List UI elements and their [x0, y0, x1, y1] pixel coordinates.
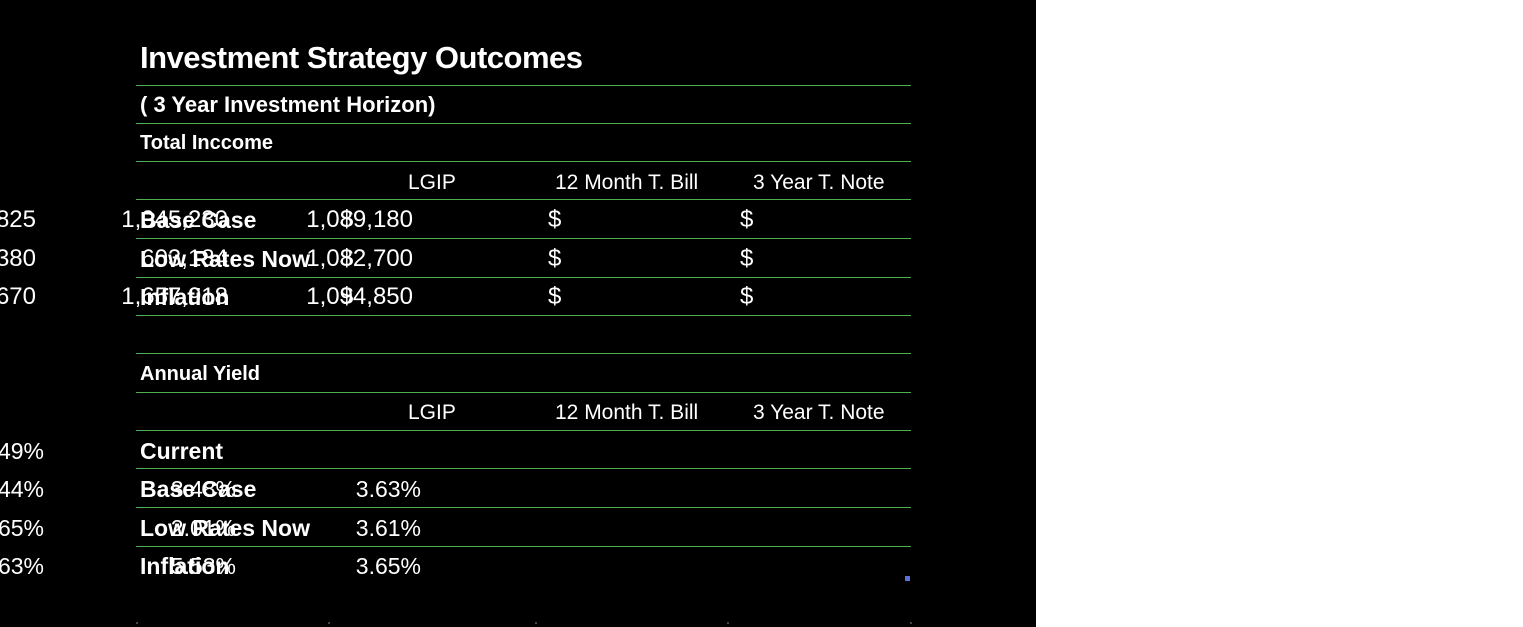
gridline-tick	[910, 622, 912, 624]
income-cell: 1,082,700	[306, 245, 413, 272]
currency-symbol: $	[740, 206, 754, 233]
yield-row-label: Base Case	[140, 476, 257, 502]
yield-row-label: Current	[140, 438, 224, 464]
income-cell: 494,380	[0, 245, 36, 272]
spreadsheet-area: Investment Strategy Outcomes ( 3 Year In…	[0, 0, 1036, 627]
income-row-label: Low Rates Now	[140, 246, 310, 272]
yield-cell: 5.63%	[0, 553, 44, 579]
income-cell: 1,657,918	[121, 283, 228, 310]
divider	[136, 392, 911, 393]
divider	[136, 199, 911, 200]
divider	[136, 315, 911, 316]
income-cell: 1,089,180	[306, 206, 413, 233]
yield-cell: 1.65%	[0, 515, 44, 541]
income-cell: 1,045,230	[121, 206, 228, 233]
yield-row-label: Inflation	[140, 553, 230, 579]
divider	[136, 507, 911, 508]
income-cell: 603,184	[141, 245, 228, 272]
divider	[136, 468, 911, 469]
income-row-label: Base Case	[140, 207, 257, 233]
yield-row-label: Low Rates Now	[140, 515, 310, 541]
yield-cell: 3.48%	[170, 476, 236, 502]
divider	[136, 546, 911, 547]
yield-cell: 3.44%	[0, 476, 44, 502]
gridline-tick	[535, 622, 537, 624]
divider	[136, 85, 911, 86]
income-col-lgip: LGIP	[408, 171, 456, 194]
income-col-tnote: 3 Year T. Note	[753, 171, 885, 194]
currency-symbol: $	[740, 245, 754, 272]
divider	[136, 161, 911, 162]
divider	[136, 430, 911, 431]
income-cell: 1,094,850	[306, 283, 413, 310]
currency-symbol: $	[548, 245, 562, 272]
currency-symbol: $	[340, 245, 354, 272]
divider	[136, 238, 911, 239]
page-title: Investment Strategy Outcomes	[140, 40, 583, 75]
gridline-tick	[328, 622, 330, 624]
divider	[136, 277, 911, 278]
yield-col-tnote: 3 Year T. Note	[753, 401, 885, 424]
yield-cell: 3.63%	[355, 476, 421, 502]
currency-symbol: $	[548, 283, 562, 310]
income-section-label: Total Inccome	[140, 132, 273, 154]
income-col-tbill: 12 Month T. Bill	[555, 171, 699, 194]
yield-section-label: Annual Yield	[140, 363, 261, 385]
selection-fill-handle[interactable]	[905, 576, 910, 581]
divider	[136, 123, 911, 124]
income-cell: 1,687,670	[0, 283, 36, 310]
currency-symbol: $	[340, 206, 354, 233]
currency-symbol: $	[340, 283, 354, 310]
income-row-label: Inflation	[140, 284, 230, 310]
yield-cell: 3.65%	[355, 553, 421, 579]
yield-cell: 3.61%	[355, 515, 421, 541]
gridline-tick	[136, 622, 138, 624]
currency-symbol: $	[548, 206, 562, 233]
gridline-tick	[727, 622, 729, 624]
yield-cell: 4.49%	[0, 438, 44, 464]
income-cell: 1,031,825	[0, 206, 36, 233]
subtitle: ( 3 Year Investment Horizon)	[140, 92, 436, 117]
yield-col-lgip: LGIP	[408, 401, 456, 424]
divider	[136, 353, 911, 354]
currency-symbol: $	[740, 283, 754, 310]
yield-cell: 2.01%	[170, 515, 236, 541]
yield-col-tbill: 12 Month T. Bill	[555, 401, 699, 424]
yield-cell: 5.53%	[170, 553, 236, 579]
